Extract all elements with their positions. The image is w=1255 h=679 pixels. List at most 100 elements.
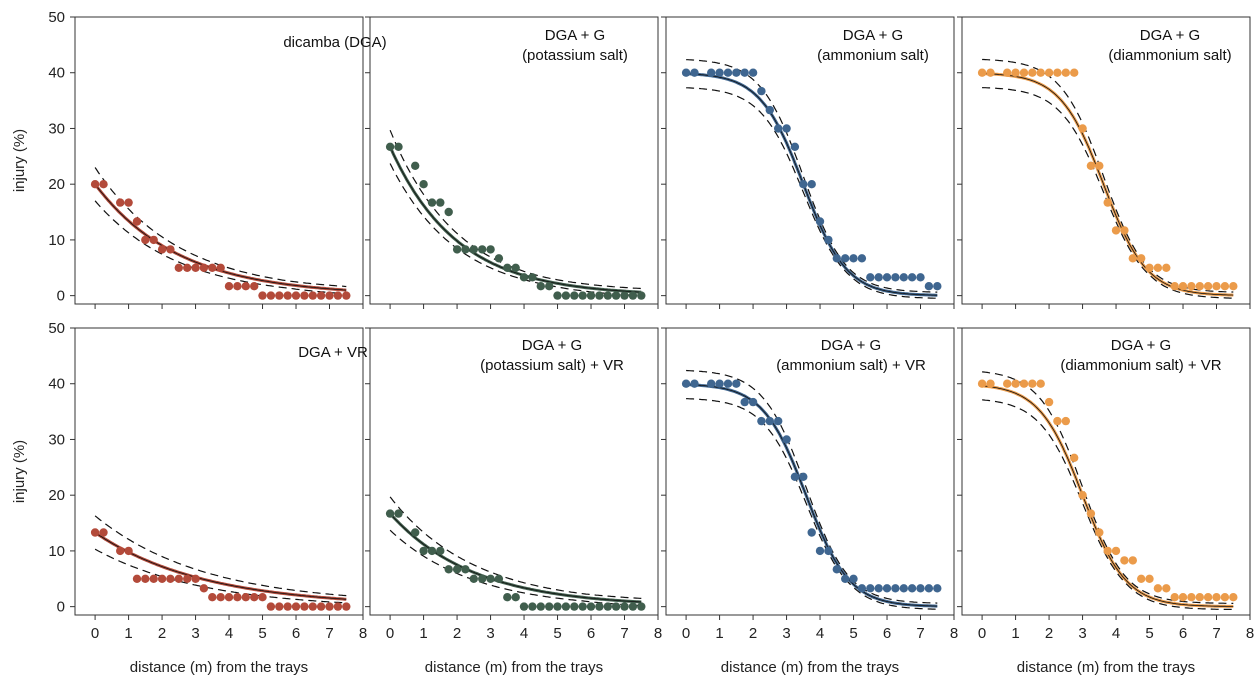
- data-point: [799, 472, 808, 481]
- data-point: [511, 593, 520, 602]
- data-point: [1003, 68, 1012, 77]
- lower-confidence-band: [686, 87, 938, 299]
- data-point: [124, 546, 133, 556]
- data-point: [452, 245, 462, 254]
- data-point: [782, 124, 791, 133]
- panel-3: DGA + G (ammonium salt): [661, 16, 955, 309]
- lower-confidence-band: [94, 548, 347, 604]
- data-point: [385, 509, 395, 518]
- y-tick-label: 0: [57, 599, 65, 616]
- panel-title: DGA + G (ammonium salt): [817, 27, 929, 64]
- data-point: [807, 528, 816, 537]
- x-tick-label: 2: [158, 625, 166, 642]
- data-point: [586, 602, 596, 611]
- data-point: [841, 574, 850, 583]
- data-point: [333, 291, 343, 300]
- data-point: [916, 273, 925, 282]
- data-point: [586, 291, 596, 300]
- data-point: [824, 546, 833, 556]
- fit-curves: [982, 58, 1234, 299]
- lower-confidence-band: [94, 200, 347, 295]
- panel-frame: [961, 327, 1251, 616]
- data-point: [291, 602, 301, 611]
- x-tick-label: 8: [1246, 625, 1254, 642]
- data-point: [436, 546, 445, 556]
- data-point: [561, 602, 571, 611]
- data-point: [183, 574, 192, 583]
- data-point: [1137, 574, 1146, 583]
- data-point: [570, 291, 579, 300]
- data-point: [511, 263, 520, 272]
- data-point: [1019, 379, 1029, 388]
- data-point: [494, 254, 504, 263]
- panel-title-line: DGA + G: [1140, 27, 1200, 44]
- fitted-curve: [981, 384, 1234, 608]
- panel-title-line: (potassium salt): [522, 47, 628, 64]
- panel-8: 0 1 2 3 4 5 6 7 8 DGA + G (diammonium salt) + VR di…: [957, 327, 1254, 676]
- data-point: [774, 416, 783, 426]
- data-point: [740, 68, 749, 77]
- fitted-curve: [389, 512, 642, 604]
- data-point: [519, 273, 529, 282]
- data-point: [300, 291, 309, 300]
- data-point: [732, 379, 741, 388]
- data-point: [452, 565, 462, 574]
- data-point: [494, 574, 504, 583]
- data-point: [411, 528, 420, 537]
- data-point: [1120, 226, 1129, 235]
- data-point: [899, 273, 908, 282]
- upper-confidence-band: [389, 129, 642, 290]
- data-point: [1111, 226, 1121, 235]
- data-point: [1053, 416, 1062, 426]
- data-point: [325, 291, 334, 300]
- data-point: [224, 282, 234, 291]
- fit-curves: [94, 515, 347, 604]
- data-point: [832, 254, 841, 263]
- data-point: [545, 602, 554, 611]
- panel-title: DGA + G (ammonium salt) + VR: [776, 337, 926, 374]
- data-point: [1061, 416, 1071, 426]
- data-point: [637, 602, 646, 611]
- y-tick-label: 20: [48, 487, 65, 504]
- upper-confidence-band: [982, 58, 1234, 293]
- x-axis-title: distance (m) from the trays: [425, 659, 603, 676]
- fitted-curve-center: [389, 513, 642, 603]
- data-point: [866, 273, 875, 282]
- x-tick-label: 8: [359, 625, 367, 642]
- data-point: [933, 584, 942, 593]
- panel-frame: [369, 16, 659, 305]
- data-point: [757, 86, 766, 96]
- data-point: [977, 68, 987, 77]
- data-point: [611, 291, 621, 300]
- x-axis-title: distance (m) from the trays: [721, 659, 899, 676]
- data-point: [461, 565, 470, 574]
- data-point: [874, 584, 883, 593]
- data-point: [882, 273, 892, 282]
- data-point: [199, 584, 209, 593]
- data-point: [1053, 68, 1062, 77]
- data-point: [208, 593, 217, 602]
- data-point: [166, 245, 175, 254]
- x-tick-label: 1: [124, 625, 132, 642]
- x-tick-label: 5: [258, 625, 266, 642]
- data-point: [478, 574, 487, 583]
- data-point: [258, 593, 267, 602]
- data-point: [1019, 68, 1029, 77]
- data-point: [528, 602, 537, 611]
- data-point: [1162, 584, 1171, 593]
- data-point: [394, 509, 403, 518]
- lower-confidence-band: [686, 398, 938, 610]
- x-tick-label: 6: [292, 625, 300, 642]
- y-tick-label: 10: [48, 543, 65, 560]
- data-point: [732, 68, 741, 77]
- data-point: [116, 198, 125, 207]
- data-point: [1220, 593, 1230, 602]
- data-point: [199, 263, 209, 272]
- data-point: [1078, 491, 1087, 500]
- data-point: [1036, 379, 1045, 388]
- panel-frame: [369, 327, 659, 616]
- y-tick-label: 0: [57, 288, 65, 305]
- data-point: [1070, 453, 1079, 462]
- data-point: [183, 263, 192, 272]
- x-tick-label: 4: [225, 625, 233, 642]
